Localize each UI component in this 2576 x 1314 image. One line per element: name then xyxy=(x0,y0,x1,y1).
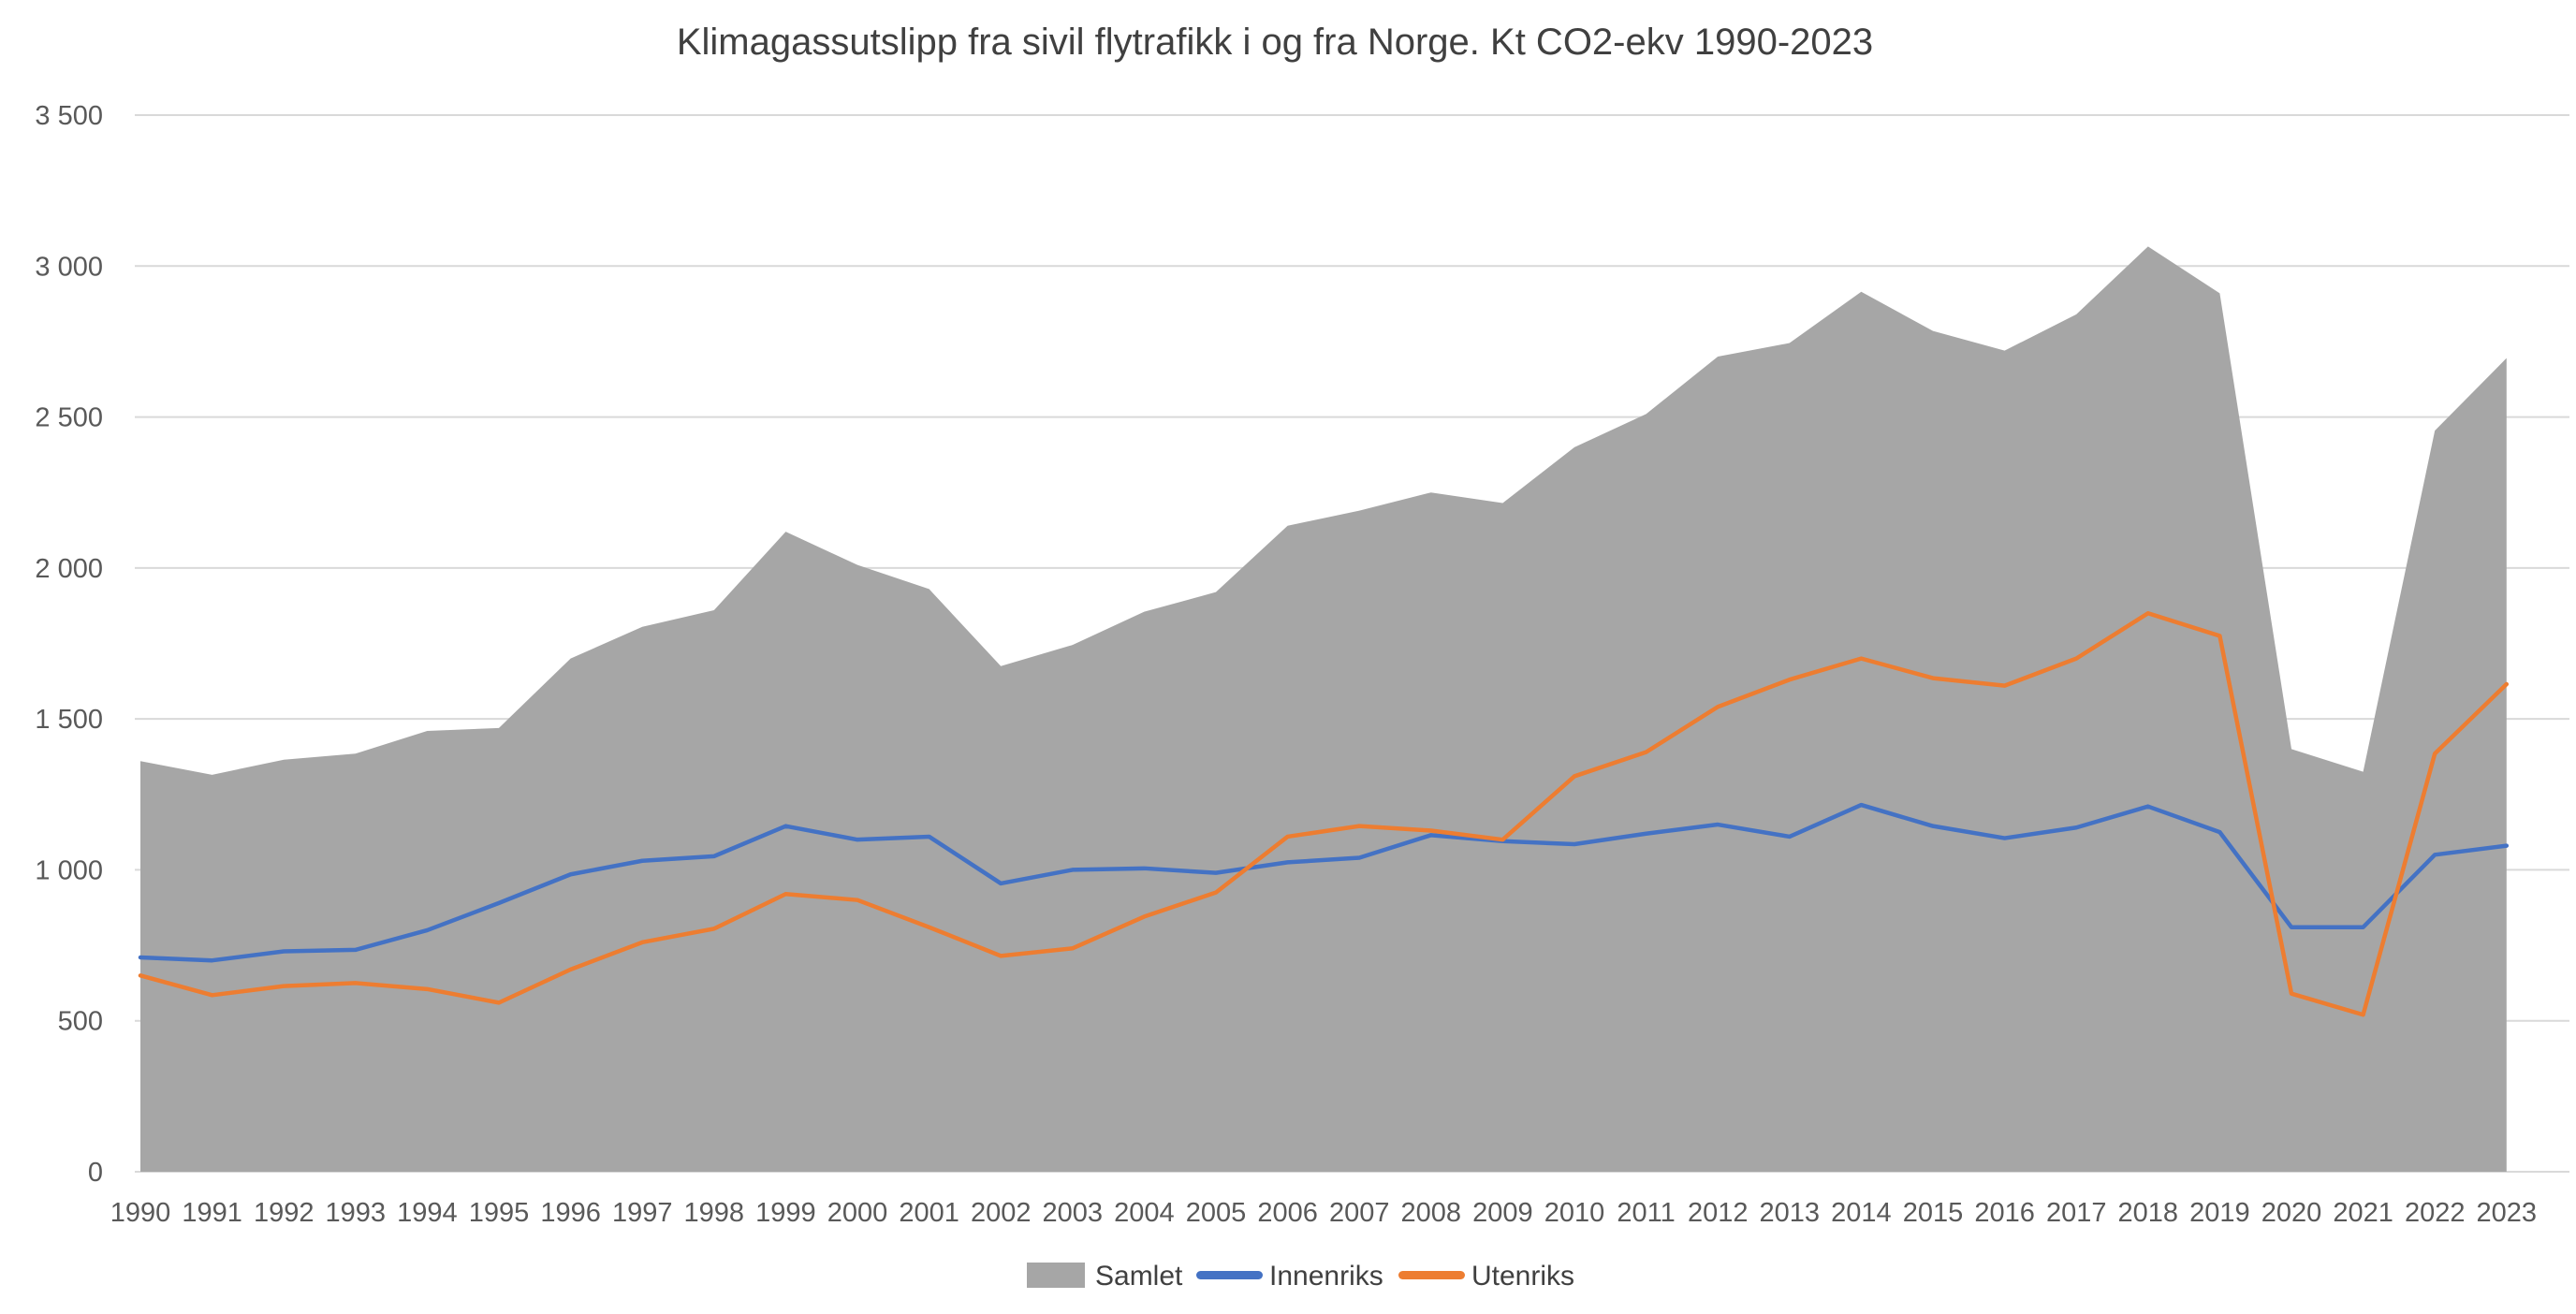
x-axis-tick-label: 2005 xyxy=(1186,1198,1247,1228)
x-axis-tick-label: 1994 xyxy=(397,1198,458,1228)
x-axis-tick-label: 2018 xyxy=(2118,1198,2179,1228)
x-axis-tick-label: 1995 xyxy=(469,1198,530,1228)
legend-label-utenriks: Utenriks xyxy=(1471,1261,1574,1292)
x-axis-tick-label: 2007 xyxy=(1329,1198,1390,1228)
legend-label-samlet: Samlet xyxy=(1095,1261,1183,1292)
x-axis-tick-label: 2003 xyxy=(1043,1198,1104,1228)
plot-series xyxy=(138,246,2510,1172)
x-axis-tick-label: 2009 xyxy=(1472,1198,1533,1228)
x-axis-tick-label: 2002 xyxy=(971,1198,1032,1228)
x-axis-tick-label: 2016 xyxy=(1974,1198,2035,1228)
x-axis-tick-label: 2022 xyxy=(2405,1198,2466,1228)
x-axis-tick-label: 2001 xyxy=(899,1198,959,1228)
samlet-area xyxy=(140,246,2507,1172)
legend: Samlet Innenriks Utenriks xyxy=(1027,1261,1574,1292)
x-axis-tick-label: 2004 xyxy=(1114,1198,1175,1228)
x-axis-tick-label: 2000 xyxy=(827,1198,888,1228)
x-axis-tick-label: 2008 xyxy=(1401,1198,1462,1228)
x-axis-tick-label: 2015 xyxy=(1903,1198,1964,1228)
x-axis-labels: 1990 1991 1992 1993 1994 1995 1996 1997 1998 1999… xyxy=(110,1198,2537,1228)
x-axis-tick-label: 2020 xyxy=(2261,1198,2322,1228)
x-axis-tick-label: 2006 xyxy=(1257,1198,1318,1228)
x-axis-tick-label: 1996 xyxy=(540,1198,601,1228)
legend-swatch-utenriks xyxy=(1398,1271,1465,1279)
x-axis-tick-label: 1999 xyxy=(755,1198,816,1228)
y-axis-tick-label: 1 500 xyxy=(35,705,103,735)
x-axis-tick-label: 1993 xyxy=(326,1198,387,1228)
x-axis-tick-label: 2017 xyxy=(2046,1198,2107,1228)
y-axis-tick-label: 1 000 xyxy=(35,855,103,885)
utenriks-line xyxy=(138,610,2510,1017)
x-axis-tick-label: 2011 xyxy=(1617,1198,1675,1228)
legend-swatch-innenriks xyxy=(1196,1271,1263,1279)
x-axis-tick-label: 2021 xyxy=(2333,1198,2393,1228)
x-axis-tick-label: 1991 xyxy=(182,1198,242,1228)
x-axis-tick-label: 2013 xyxy=(1760,1198,1821,1228)
y-axis-tick-label: 3 000 xyxy=(35,252,103,282)
y-axis-tick-label: 500 xyxy=(58,1007,103,1037)
legend-swatch-samlet xyxy=(1027,1263,1085,1288)
y-axis-tick-label: 3 500 xyxy=(35,101,103,131)
x-axis-tick-label: 1990 xyxy=(110,1198,171,1228)
innenriks-line xyxy=(138,802,2510,963)
x-axis-tick-label: 2019 xyxy=(2189,1198,2250,1228)
x-axis-tick-label: 2023 xyxy=(2477,1198,2538,1228)
x-axis-tick-label: 2010 xyxy=(1544,1198,1605,1228)
y-axis-tick-label: 2 500 xyxy=(35,403,103,433)
y-axis-tick-label: 2 000 xyxy=(35,554,103,584)
y-axis-tick-label: 0 xyxy=(88,1158,103,1188)
x-axis-tick-label: 1997 xyxy=(612,1198,673,1228)
chart-title: Klimagassutslipp fra sivil flytrafikk i … xyxy=(677,22,1873,63)
x-axis-tick-label: 1992 xyxy=(254,1198,315,1228)
y-axis-labels: 0 500 1 000 1 500 2 000 2 500 3 000 3 500 xyxy=(35,101,103,1188)
x-axis-tick-label: 1998 xyxy=(684,1198,745,1228)
x-axis-tick-label: 2014 xyxy=(1831,1198,1892,1228)
legend-label-innenriks: Innenriks xyxy=(1269,1261,1383,1292)
x-axis-tick-label: 2012 xyxy=(1688,1198,1749,1228)
